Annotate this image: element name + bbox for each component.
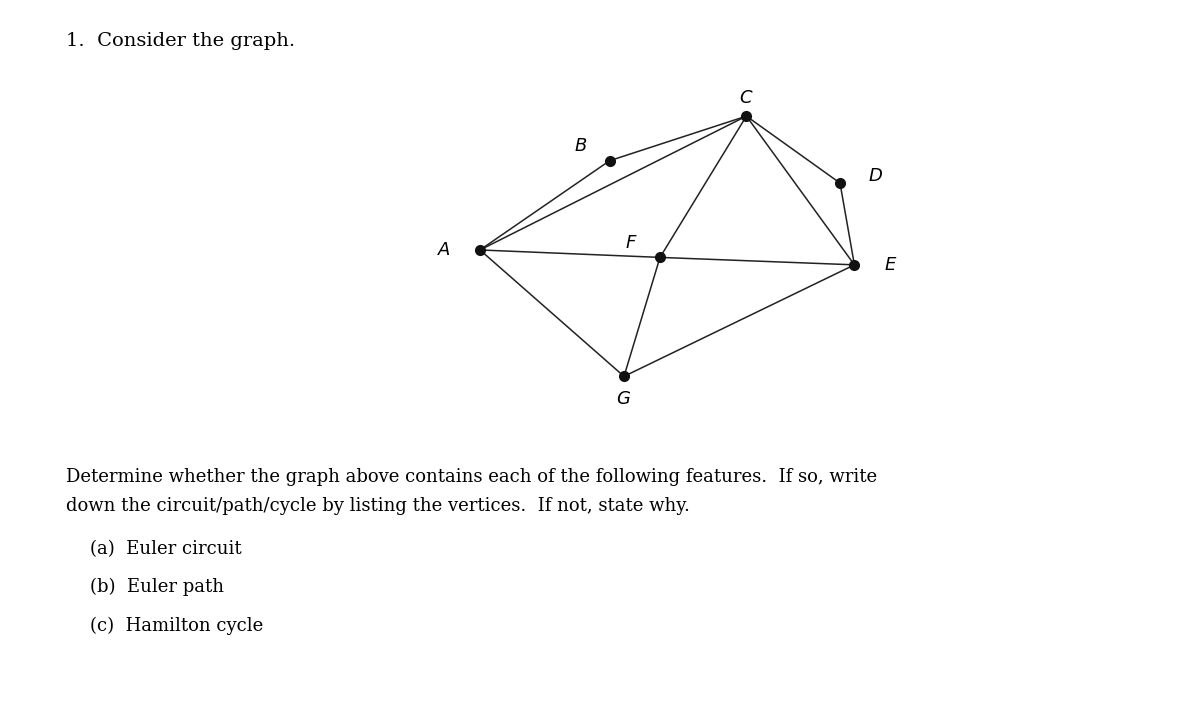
Text: Determine whether the graph above contains each of the following features.  If s: Determine whether the graph above contai… [66, 468, 877, 486]
Text: 1.  Consider the graph.: 1. Consider the graph. [66, 32, 295, 50]
Text: $\mathit{G}$: $\mathit{G}$ [617, 390, 631, 408]
Text: (b)  Euler path: (b) Euler path [90, 578, 224, 596]
Text: $\mathit{C}$: $\mathit{C}$ [739, 89, 754, 107]
Text: (a)  Euler circuit: (a) Euler circuit [90, 540, 241, 558]
Text: down the circuit/path/cycle by listing the vertices.  If not, state why.: down the circuit/path/cycle by listing t… [66, 497, 690, 515]
Text: $\mathit{E}$: $\mathit{E}$ [883, 256, 898, 274]
Text: $\mathit{B}$: $\mathit{B}$ [574, 137, 588, 155]
Text: (c)  Hamilton cycle: (c) Hamilton cycle [90, 616, 263, 635]
Text: $\mathit{A}$: $\mathit{A}$ [437, 241, 451, 259]
Text: $\mathit{D}$: $\mathit{D}$ [869, 167, 883, 184]
Text: $\mathit{F}$: $\mathit{F}$ [625, 234, 637, 252]
